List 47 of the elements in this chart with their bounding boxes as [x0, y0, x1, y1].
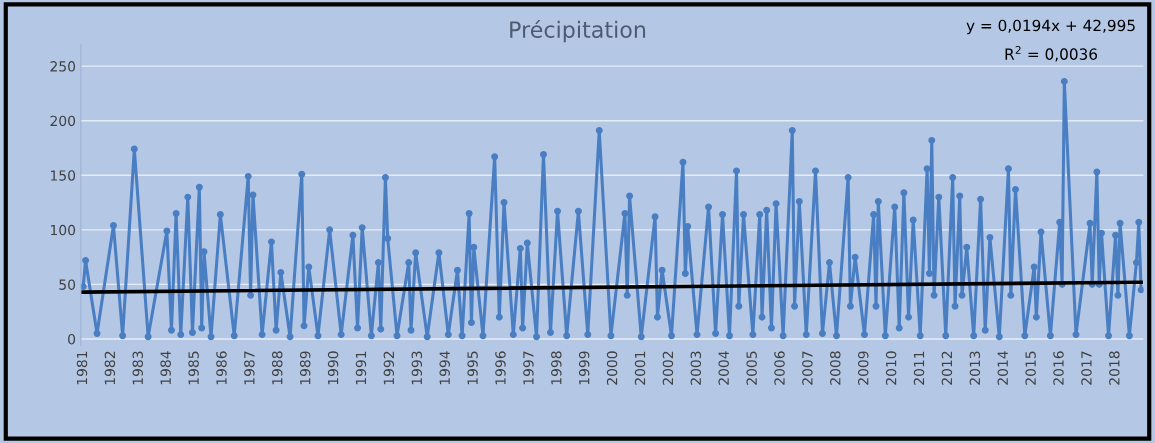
chart-title: Précipitation [510, 19, 646, 43]
x-tick-label: 2013 [969, 351, 981, 385]
x-tick-label: 1990 [327, 351, 339, 385]
y-tick-label: 250 [50, 61, 76, 72]
text: y = 0,0194x + 42,995 [966, 19, 1135, 35]
x-tick-label: 2004 [718, 351, 729, 385]
x-tick-label: 2000 [606, 351, 618, 385]
x-tick-label: 2009 [857, 351, 869, 385]
x-tick-label: 2006 [774, 351, 785, 385]
x-tick-label: 2005 [746, 351, 757, 385]
x-tick-label: 1981 [76, 351, 88, 385]
y-tick-label: 200 [50, 115, 76, 127]
x-tick-label: 2002 [662, 351, 674, 385]
y-tick-label: 0 [68, 333, 76, 345]
x-tick-label: 2018 [1109, 351, 1120, 385]
x-tick-label: 1993 [411, 351, 423, 385]
x-tick-label: 2011 [913, 351, 925, 385]
x-tick-label: 1985 [188, 351, 199, 385]
x-tick-label: 1989 [299, 351, 311, 385]
y-tick-label: 50 [59, 279, 76, 290]
x-tick-label: 1995 [467, 351, 478, 385]
annotation: R$^{2}$ = 0,0036 [1005, 45, 1098, 62]
x-tick-label: 1994 [439, 351, 450, 385]
x-tick-label: 1982 [104, 351, 116, 385]
x-tick-label: 1983 [132, 351, 144, 385]
x-tick-label: 2003 [690, 351, 702, 385]
x-tick-label: 2012 [941, 351, 953, 385]
x-tick-label: 1999 [578, 351, 590, 385]
x-tick-label: 1998 [551, 351, 562, 385]
x-tick-label: 2017 [1081, 351, 1092, 385]
x-tick-label: 2007 [802, 351, 813, 385]
x-tick-label: 1991 [355, 351, 367, 385]
x-tick-label: 1986 [216, 351, 227, 385]
x-tick-label: 1997 [523, 351, 534, 385]
x-tick-label: 2015 [1025, 351, 1036, 385]
x-tick-label: 1987 [244, 351, 255, 385]
x-tick-label: 1984 [160, 351, 171, 385]
x-tick-label: 2014 [997, 351, 1008, 385]
x-tick-label: 2010 [885, 351, 897, 385]
x-tick-label: 2001 [634, 351, 646, 385]
y-tick-label: 150 [51, 170, 76, 181]
x-tick-label: 2016 [1053, 351, 1064, 385]
x-tick-label: 1988 [272, 351, 283, 385]
x-tick-label: 2008 [830, 351, 841, 385]
x-tick-label: 1992 [383, 351, 395, 385]
x-tick-label: 1996 [495, 351, 506, 385]
y-tick-label: 100 [51, 224, 76, 236]
